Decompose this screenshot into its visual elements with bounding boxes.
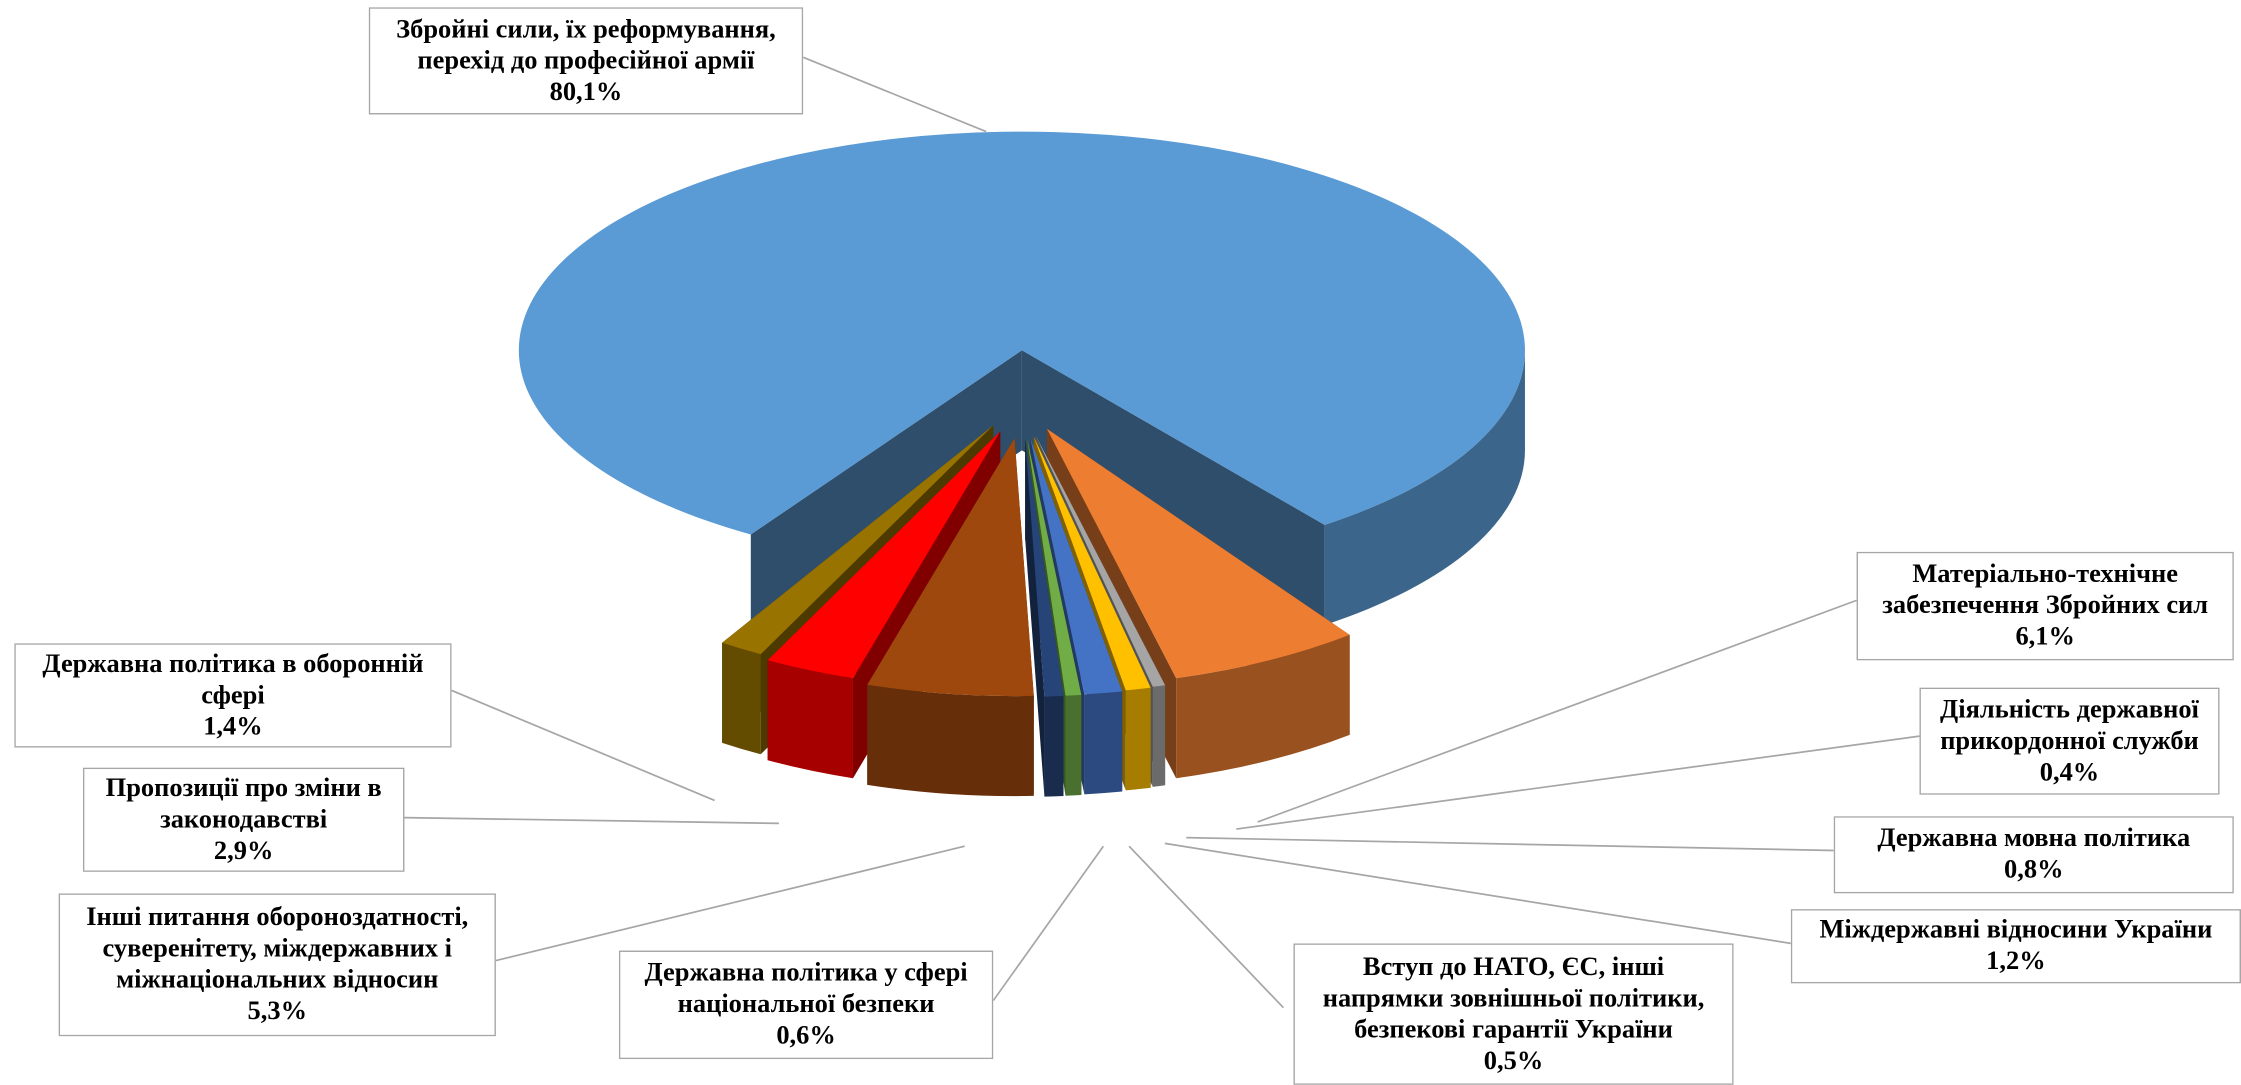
slice-side [722,642,761,755]
leader-line [1236,735,1920,830]
label-box: Збройні сили, їх реформування, перехід д… [368,7,804,115]
pie [518,131,1525,797]
label-name: Державна політика у сфері національної б… [644,959,968,1020]
label-box: Вступ до НАТО, ЄС, інші напрямки зовнішн… [1293,943,1734,1085]
leader-line [1128,845,1285,1009]
leader-line [802,56,987,133]
label-box: Матеріально-технічне забезпечення Збройн… [1856,551,2234,661]
label-name: Пропозиції про зміни в законодавстві [105,774,382,835]
label-name: Матеріально-технічне забезпечення Збройн… [1882,560,2209,621]
slice-face [1025,438,1045,797]
slice-side [1324,350,1525,625]
label-value: 0,8% [2004,856,2064,885]
label-value: 6,1% [2015,623,2075,652]
label-name: Міждержавні відносини України [1819,916,2213,945]
data-label: Діяльність державної прикордонної служби… [1919,687,2220,795]
label-value: 1,2% [1986,947,2046,977]
slice-top [867,438,1034,697]
label-box: Державна політика у сфері національної б… [618,950,994,1060]
label-box: Діяльність державної прикордонної служби… [1919,687,2220,795]
slice-top [518,131,1525,535]
label-value: 5,3% [247,997,308,1027]
label-box: Пропозиції про зміни в законодавстві 2,9% [82,767,405,872]
label-value: 2,9% [213,836,274,866]
label-name: Збройні сили, їх реформування, перехід д… [396,15,776,76]
leader-line [1164,842,1791,945]
pie-slice [1025,438,1064,797]
slice-top [1027,438,1082,696]
pie-slice [867,438,1034,797]
slice-side [767,660,853,779]
slice-side [1152,685,1166,787]
slice-top [767,431,1001,679]
leader-line [1186,836,1834,852]
label-value: 80,1% [549,78,623,107]
data-label: Матеріально-технічне забезпечення Збройн… [1856,551,2234,661]
slice-side [867,684,1034,797]
slice-side [1084,691,1123,795]
slice-top [1025,438,1064,697]
slice-top [722,425,994,655]
label-value: 0,4% [2039,758,2100,787]
leader-line [404,816,779,825]
slice-top [1033,436,1151,691]
data-label: Інші питання обороноздатності, сувереніт… [58,893,496,1037]
slice-face [750,350,1022,635]
label-name: Державна політика в оборонній сфері [42,649,424,710]
label-value: 0,6% [776,1021,836,1051]
label-box: Державна мовна політика 0,8% [1833,816,2234,894]
slice-side [1125,687,1151,791]
slice-side [1044,695,1064,797]
label-box: Інші питання обороноздатності, сувереніт… [58,893,496,1037]
pie-slice [518,131,1525,635]
label-name: Державна мовна політика [1877,824,2191,854]
data-label: Державна політика у сфері національної б… [618,950,994,1060]
label-value: 0,5% [1483,1047,1544,1076]
data-label: Вступ до НАТО, ЄС, інші напрямки зовнішн… [1293,943,1734,1085]
slice-top [1046,428,1350,679]
slice-face [1021,350,1325,625]
leader-line [992,845,1105,1002]
label-name: Інші питання обороноздатності, сувереніт… [86,903,469,995]
slice-side [1065,694,1082,796]
slice-top [1030,437,1123,695]
slice-top [1035,435,1166,687]
leader-line [1257,599,1857,823]
slice-side [1176,634,1350,779]
labels: Збройні сили, їх реформування, перехід д… [14,7,2241,1085]
label-value: 1,4% [203,712,263,742]
label-box: Державна політика в оборонній сфері 1,4% [14,643,452,748]
label-name: Вступ до НАТО, ЄС, інші напрямки зовнішн… [1322,952,1705,1045]
leader-line [495,845,965,962]
label-box: Міждержавні відносини України 1,2% [1790,909,2241,984]
data-label: Збройні сили, їх реформування, перехід д… [368,7,804,115]
leader-line [451,689,715,802]
label-name: Діяльність державної прикордонної служби [1940,695,2199,756]
leader-lines [404,56,1920,1009]
